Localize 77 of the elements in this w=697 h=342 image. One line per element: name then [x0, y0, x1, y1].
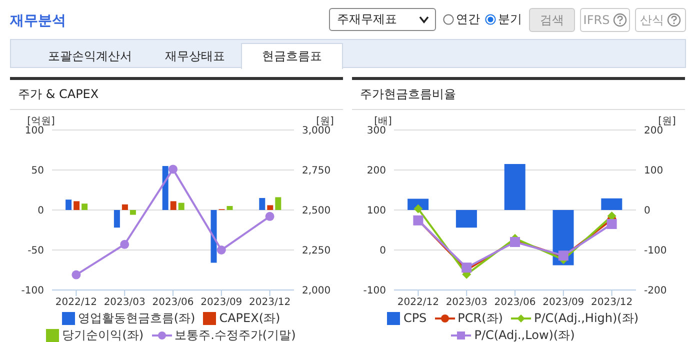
legend-label: P/C(Adj.,Low)(좌) [474, 327, 575, 342]
legend-label: 보통주.수정주가(기말) [174, 327, 296, 342]
y2-tick-label: 3,000 [302, 126, 331, 137]
text: 재무분석 [10, 12, 66, 30]
text: 검색 [529, 8, 575, 32]
bar [130, 210, 136, 215]
point [462, 262, 472, 273]
y2-tick-label: 2,250 [302, 246, 331, 257]
bar [456, 210, 477, 228]
bar [66, 200, 72, 210]
legend-label: 영업활동현금흐름(좌) [78, 310, 196, 327]
y-tick-label: -100 [21, 286, 44, 297]
bar [504, 164, 526, 210]
y-tick-label: 200 [366, 166, 386, 177]
bar [114, 210, 120, 228]
text: 연간 [456, 11, 480, 28]
x-tick-label: 2023/09 [200, 297, 242, 308]
y2-axis-title: [원] [316, 116, 334, 127]
y2-axis-title: [원] [658, 116, 676, 127]
chart-title: 주가 & CAPEX [10, 80, 343, 110]
y2-tick-label: -100 [644, 246, 667, 257]
legend-label: 당기순이익(좌) [62, 327, 144, 342]
bar [74, 201, 80, 210]
y2-tick-label: 100 [644, 166, 664, 177]
bar [267, 205, 274, 210]
y-tick-label: -50 [28, 246, 44, 257]
legend-label: P/C(Adj.,High)(좌) [534, 310, 639, 327]
bar [82, 204, 88, 210]
text: 포괄손익계산서 [47, 48, 133, 64]
text: 분기 [498, 11, 522, 28]
bar [275, 197, 282, 210]
x-tick-label: 2023/09 [542, 297, 584, 308]
legend-label: CPS [403, 310, 427, 327]
y-tick-label: 0 [38, 206, 44, 217]
chart-title: 주가현금흐름비율 [352, 80, 685, 110]
text: 현금흐름표 [241, 43, 343, 69]
text: 주재무제표 [329, 8, 436, 31]
legend-label: PCR(좌) [458, 310, 503, 327]
y-tick-label: 100 [24, 126, 44, 137]
x-tick-label: 2023/03 [446, 297, 488, 308]
x-tick-label: 2023/12 [249, 297, 291, 308]
point [168, 164, 178, 174]
bar [601, 198, 622, 210]
y-tick-label: 100 [366, 206, 386, 217]
bar [226, 206, 233, 210]
y2-tick-label: 0 [644, 206, 650, 217]
point [265, 212, 274, 221]
y2-tick-label: 200 [644, 126, 664, 137]
x-tick-label: 2023/03 [104, 297, 146, 308]
text: 산식 [635, 8, 686, 32]
bar [122, 204, 128, 210]
bar [170, 201, 176, 210]
point [216, 246, 226, 254]
legend-label: CAPEX(좌) [219, 310, 280, 327]
x-tick-label: 2023/06 [152, 297, 194, 308]
bar [210, 210, 217, 263]
bar [162, 166, 168, 210]
y-axis-title: [배] [374, 116, 392, 127]
x-tick-label: 2023/06 [494, 297, 536, 308]
y-tick-label: 50 [31, 166, 44, 177]
x-tick-label: 2022/12 [55, 297, 97, 308]
y2-tick-label: -200 [644, 286, 667, 297]
text: 재무상태표 [164, 48, 226, 64]
y-tick-label: -100 [363, 286, 386, 297]
x-tick-label: 2023/12 [591, 297, 633, 308]
x-tick-label: 2022/12 [397, 297, 439, 308]
y-tick-label: 0 [380, 246, 386, 257]
y2-tick-label: 2,750 [302, 166, 331, 177]
point [120, 240, 130, 249]
y2-tick-label: 2,500 [302, 206, 331, 217]
bar [259, 198, 266, 210]
text: IFRS [580, 8, 630, 32]
y-axis-title: [억원] [27, 116, 55, 127]
bar [178, 202, 184, 210]
y2-tick-label: 2,000 [302, 286, 331, 297]
y-tick-label: 300 [366, 126, 386, 137]
point [72, 270, 81, 280]
